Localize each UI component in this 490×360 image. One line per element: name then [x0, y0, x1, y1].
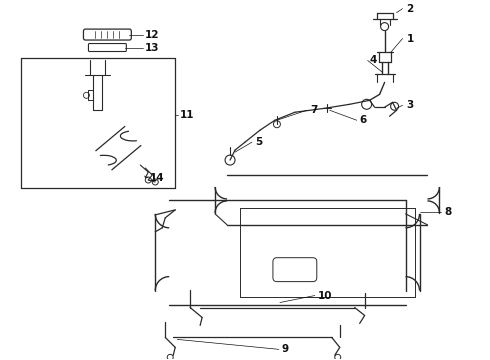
- Circle shape: [335, 354, 341, 360]
- Circle shape: [83, 92, 90, 98]
- Text: 10: 10: [318, 291, 332, 301]
- FancyBboxPatch shape: [83, 29, 131, 40]
- Text: 11: 11: [180, 110, 195, 120]
- Circle shape: [381, 23, 389, 31]
- Text: 2: 2: [407, 4, 414, 14]
- Text: 13: 13: [145, 42, 160, 53]
- Circle shape: [145, 177, 151, 183]
- Text: 3: 3: [407, 100, 414, 110]
- Text: 12: 12: [145, 30, 160, 40]
- FancyBboxPatch shape: [89, 44, 126, 51]
- Circle shape: [225, 155, 235, 165]
- Circle shape: [167, 354, 173, 360]
- Circle shape: [391, 102, 398, 110]
- Text: 6: 6: [360, 115, 367, 125]
- FancyBboxPatch shape: [273, 258, 317, 282]
- Circle shape: [273, 121, 280, 128]
- Text: 7: 7: [310, 105, 317, 115]
- Circle shape: [152, 179, 158, 185]
- Text: 14: 14: [150, 173, 165, 183]
- Text: 9: 9: [282, 345, 289, 354]
- Text: 8: 8: [444, 207, 452, 217]
- Circle shape: [362, 99, 371, 109]
- Text: 1: 1: [407, 33, 414, 44]
- Text: 4: 4: [369, 55, 377, 66]
- Text: 5: 5: [255, 137, 262, 147]
